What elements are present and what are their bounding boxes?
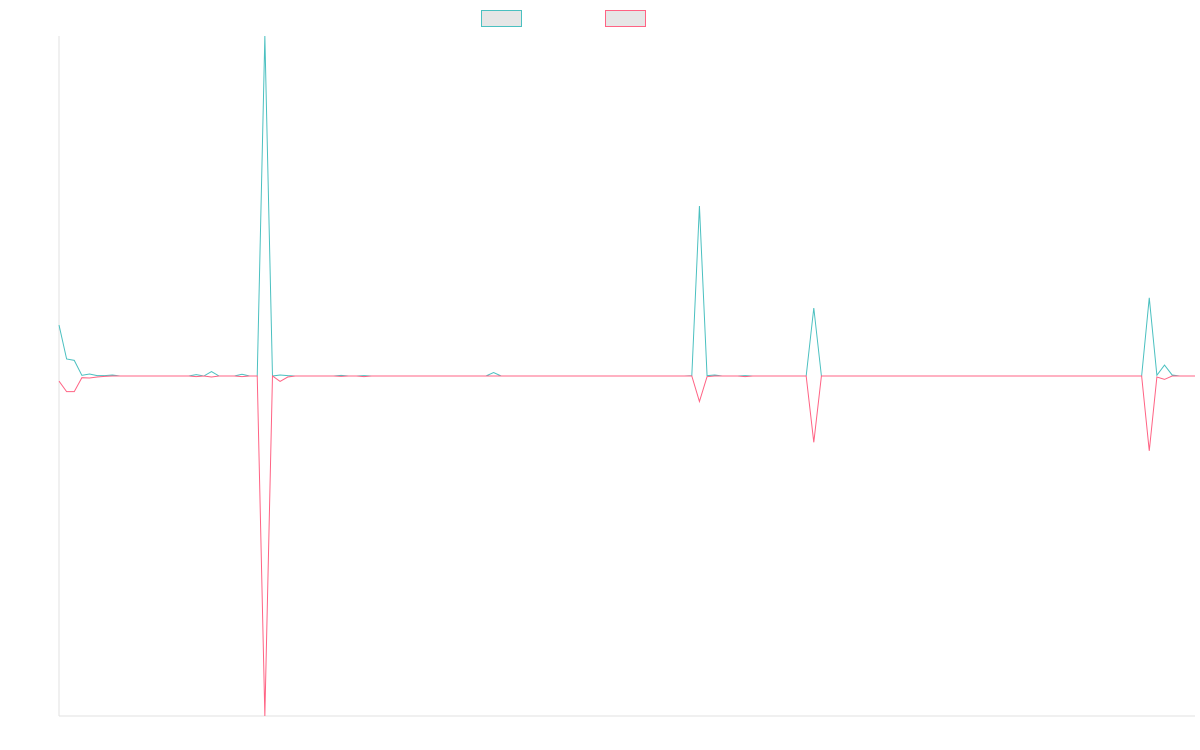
legend-swatch-series-1[interactable] bbox=[481, 10, 522, 27]
series-group bbox=[58, 35, 1195, 717]
series-2-line bbox=[58, 375, 1195, 717]
series-1-line bbox=[58, 35, 1195, 377]
legend bbox=[481, 10, 646, 27]
axes bbox=[58, 36, 1195, 717]
legend-swatch-series-2[interactable] bbox=[605, 10, 646, 27]
